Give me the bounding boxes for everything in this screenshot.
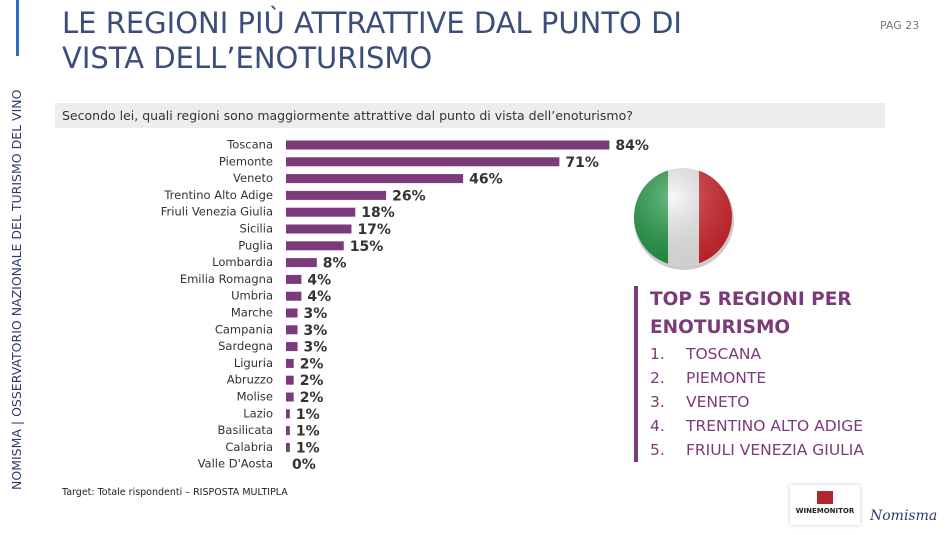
- top5-item: 3. VENETO: [650, 390, 898, 414]
- winemonitor-logo: WINEMONITOR: [790, 485, 860, 525]
- bar: [286, 392, 294, 402]
- top5-item-number: 1.: [650, 345, 665, 363]
- top5-item-name: VENETO: [686, 393, 750, 411]
- top5-item: 4. TRENTINO ALTO ADIGE: [650, 414, 898, 438]
- bar: [286, 308, 298, 318]
- value-label: 46%: [469, 172, 503, 188]
- bar: [286, 241, 344, 251]
- bar: [286, 291, 302, 301]
- top5-item: 5. FRIULI VENEZIA GIULIA: [650, 438, 898, 462]
- bar: [286, 174, 464, 184]
- category-label: Basilicata: [218, 423, 273, 437]
- value-label: 4%: [307, 289, 331, 305]
- category-label: Lombardia: [212, 255, 273, 269]
- category-label: Emilia Romagna: [180, 272, 273, 286]
- category-label: Molise: [237, 390, 273, 404]
- top5-item-name: FRIULI VENEZIA GIULIA: [686, 441, 864, 459]
- value-label: 0%: [292, 457, 316, 473]
- bar: [286, 358, 294, 368]
- top5-title: TOP 5 REGIONI PER ENOTURISMO: [650, 289, 852, 338]
- category-label: Calabria: [225, 440, 273, 454]
- category-label: Lazio: [243, 406, 273, 420]
- bar: [286, 274, 302, 284]
- top5-item-number: 4.: [650, 417, 665, 435]
- category-label: Campania: [215, 322, 273, 336]
- category-label: Piemonte: [219, 154, 273, 168]
- value-label: 4%: [307, 272, 331, 288]
- italian-flag: [634, 168, 734, 270]
- value-label: 1%: [296, 407, 320, 423]
- category-label: Umbria: [231, 289, 273, 303]
- top5-item-number: 5.: [650, 441, 665, 459]
- footnote: Target: Totale rispondenti – RISPOSTA MU…: [62, 487, 288, 498]
- category-label: Veneto: [233, 171, 273, 185]
- question-background: [55, 103, 885, 128]
- bar: [286, 140, 610, 150]
- value-label: 3%: [304, 340, 328, 356]
- value-label: 3%: [304, 306, 328, 322]
- category-label: Valle D'Aosta: [198, 457, 273, 471]
- value-label: 8%: [323, 256, 347, 272]
- value-label: 2%: [300, 373, 324, 389]
- bar: [286, 325, 298, 335]
- logo-icon: [817, 491, 833, 504]
- value-label: 15%: [350, 239, 384, 255]
- category-label: Liguria: [234, 356, 273, 370]
- value-label: 1%: [296, 440, 320, 456]
- page-number: PAG 23: [880, 19, 920, 32]
- top5-box: TOP 5 REGIONI PER ENOTURISMO 1. TOSCANA 2.…: [634, 286, 898, 462]
- bar: [286, 190, 387, 200]
- bar: [286, 157, 560, 167]
- accent-line: [16, 0, 19, 56]
- value-label: 3%: [304, 323, 328, 339]
- slide-title: LE REGIONI PIÙ ATTRATTIVE DAL PUNTO DI V…: [62, 6, 682, 75]
- value-label: 2%: [300, 390, 324, 406]
- bar: [286, 207, 356, 217]
- bar: [286, 442, 290, 452]
- top5-item-number: 3.: [650, 393, 665, 411]
- top5-item-name: TRENTINO ALTO ADIGE: [686, 417, 864, 435]
- top5-item-number: 2.: [650, 369, 665, 387]
- category-label: Puglia: [238, 238, 273, 252]
- top5-list: 1. TOSCANA 2. PIEMONTE 3. VENETO 4. TRENTINO AL…: [638, 342, 898, 462]
- nomisma-logo: Nomisma: [870, 508, 938, 524]
- top5-item-name: TOSCANA: [686, 345, 762, 363]
- category-label: Sardegna: [218, 339, 273, 353]
- top5-item-name: PIEMONTE: [686, 369, 767, 387]
- category-label: Toscana: [226, 138, 273, 152]
- bar: [286, 409, 290, 419]
- value-label: 18%: [361, 205, 395, 221]
- bar: [286, 342, 298, 352]
- value-label: 2%: [300, 356, 324, 372]
- category-label: Trentino Alto Adige: [163, 188, 273, 202]
- bar: [286, 426, 290, 436]
- value-label: 17%: [357, 222, 391, 238]
- bar: [286, 258, 317, 268]
- bar: [286, 224, 352, 234]
- value-label: 84%: [615, 138, 649, 154]
- category-label: Marche: [231, 306, 273, 320]
- category-label: Abruzzo: [227, 373, 273, 387]
- question: Secondo lei, quali regioni sono maggiorm…: [62, 108, 633, 123]
- value-label: 71%: [565, 155, 599, 171]
- logo-text: WINEMONITOR: [795, 507, 855, 515]
- value-label: 1%: [296, 424, 320, 440]
- top5-item: 1. TOSCANA: [650, 342, 898, 366]
- bar: [286, 375, 294, 385]
- top5-item: 2. PIEMONTE: [650, 366, 898, 390]
- value-label: 26%: [392, 188, 426, 204]
- category-label: Friuli Venezia Giulia: [161, 205, 273, 219]
- category-label: Sicilia: [240, 222, 273, 236]
